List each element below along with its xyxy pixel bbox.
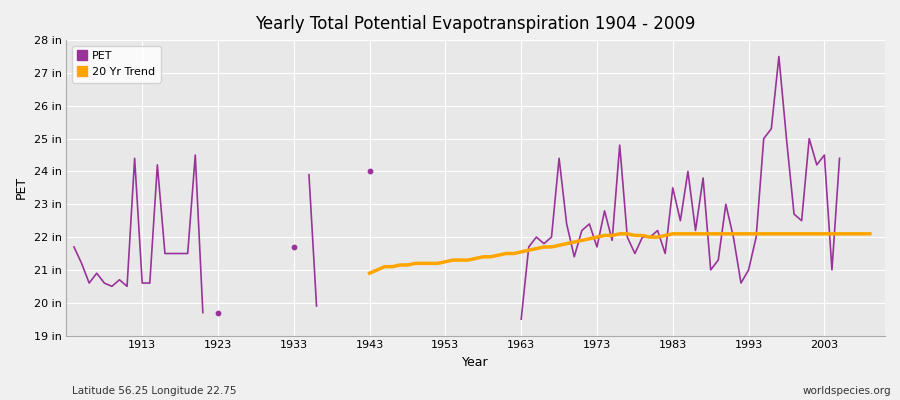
Text: worldspecies.org: worldspecies.org bbox=[803, 386, 891, 396]
Y-axis label: PET: PET bbox=[15, 176, 28, 200]
Point bbox=[363, 168, 377, 175]
X-axis label: Year: Year bbox=[463, 356, 489, 369]
Text: Latitude 56.25 Longitude 22.75: Latitude 56.25 Longitude 22.75 bbox=[72, 386, 237, 396]
Point bbox=[211, 310, 225, 316]
Legend: PET, 20 Yr Trend: PET, 20 Yr Trend bbox=[72, 46, 161, 82]
Point bbox=[286, 244, 301, 250]
Title: Yearly Total Potential Evapotranspiration 1904 - 2009: Yearly Total Potential Evapotranspiratio… bbox=[256, 15, 696, 33]
